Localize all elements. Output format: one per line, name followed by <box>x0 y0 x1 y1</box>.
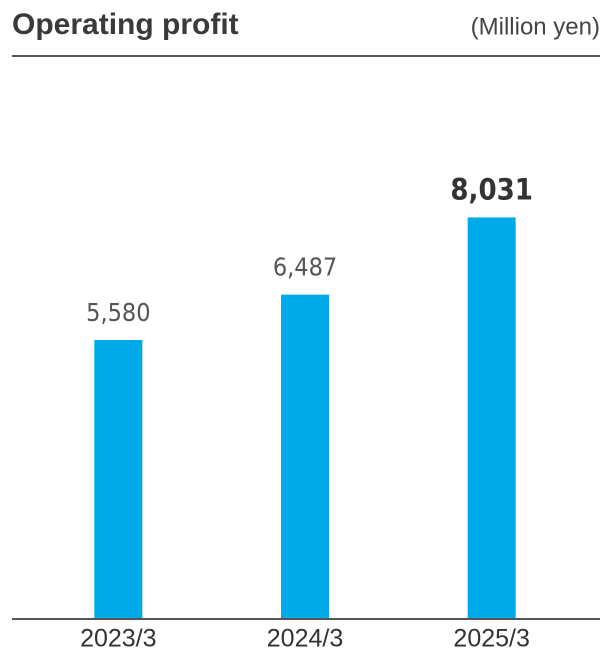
value-label: 6,487 <box>273 253 337 282</box>
x-tick-label: 2024/3 <box>267 625 343 653</box>
value-label: 5,580 <box>86 298 150 327</box>
chart-title: Operating profit <box>12 8 239 41</box>
bar <box>467 217 516 619</box>
x-tick-label: 2025/3 <box>453 625 529 653</box>
value-label: 8,031 <box>450 172 533 206</box>
bar <box>281 294 329 619</box>
unit-label: (Million yen) <box>471 13 600 40</box>
bar <box>94 340 143 619</box>
x-tick-label: 2023/3 <box>80 625 156 653</box>
